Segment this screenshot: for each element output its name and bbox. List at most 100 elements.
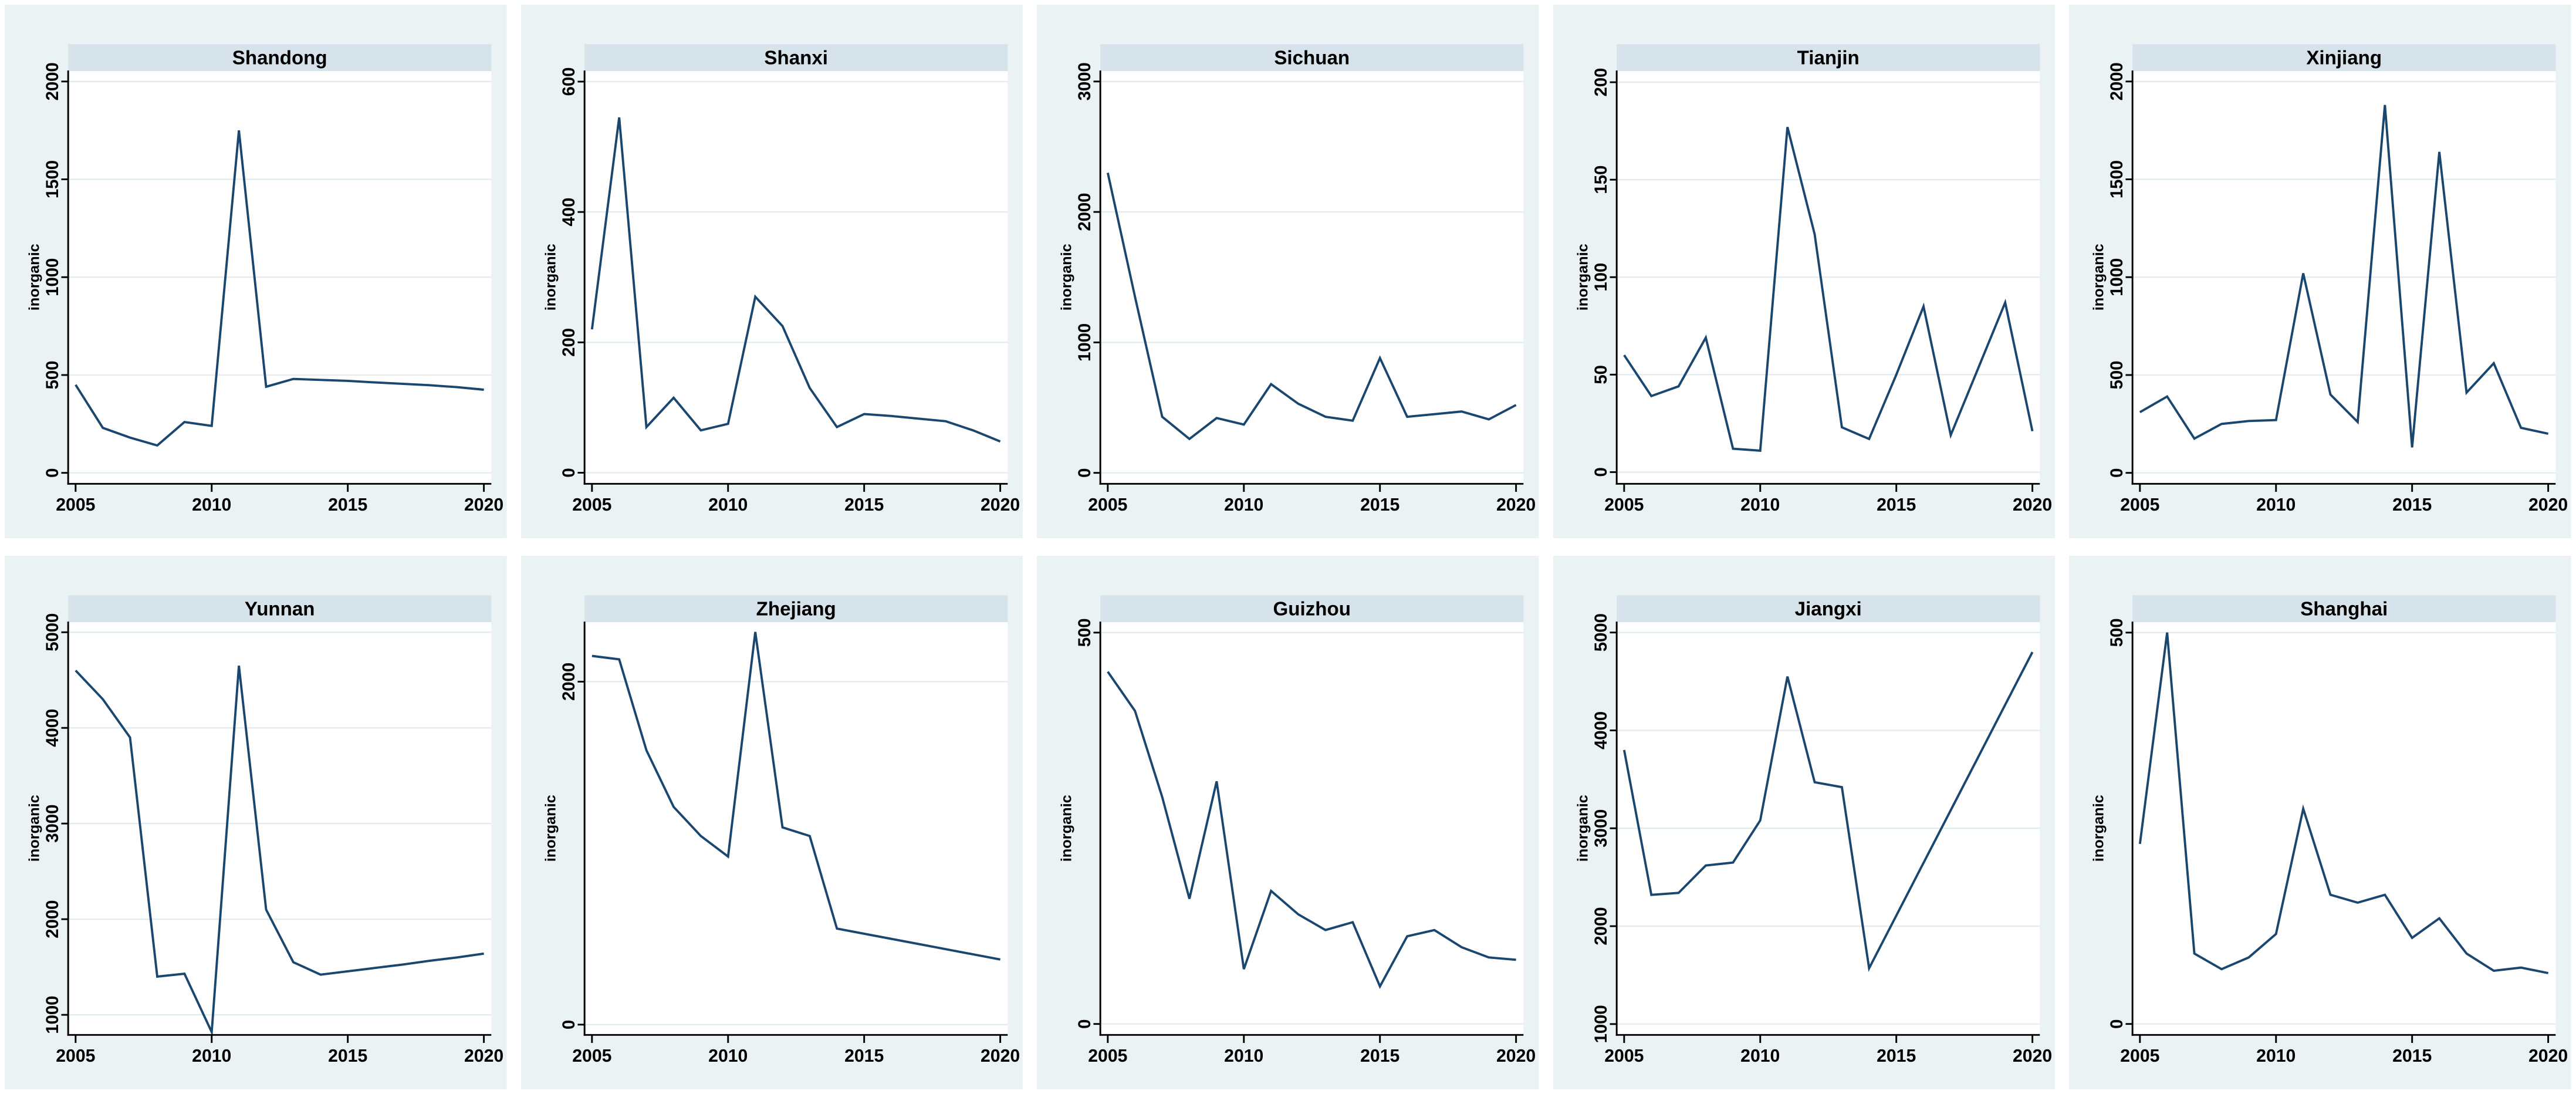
x-tick-label: 2010	[192, 1046, 231, 1066]
y-tick-label: 50	[1592, 365, 1611, 384]
y-tick-label: 0	[2108, 468, 2127, 478]
y-tick-label: 2000	[43, 62, 62, 100]
panel-shanxi: Shanxi 0 200 400 600 2005 2010 2015 2020 inorgani…	[520, 5, 1023, 538]
y-tick-label: 2000	[2108, 62, 2127, 100]
x-tick-label: 2020	[1496, 1046, 1536, 1066]
x-tick-label: 2005	[1088, 1046, 1127, 1066]
panel-title: Zhejiang	[756, 598, 836, 620]
chart-guizhou: Guizhou 0 500 2005 2010 2015 2020 inorganic	[1037, 556, 1539, 1089]
y-tick-label: 4000	[1592, 711, 1611, 749]
title-bar	[68, 44, 492, 72]
series-line	[591, 632, 1000, 961]
x-tick-label: 2010	[2257, 1046, 2296, 1066]
y-axis-label: inorganic	[542, 795, 559, 862]
panel-title: Jiangxi	[1794, 598, 1861, 620]
x-tick-label: 2010	[1740, 495, 1780, 515]
panel-xinjiang: Xinjiang 0 500 1000 1500 2000 2005 2010 2015 2020…	[2069, 5, 2571, 538]
chart-shanghai: Shanghai 0 500 2005 2010 2015 2020 inorganic	[2069, 556, 2571, 1089]
y-axis-label: inorganic	[2091, 244, 2107, 310]
chart-xinjiang: Xinjiang 0 500 1000 1500 2000 2005 2010 2015 2020…	[2069, 5, 2571, 538]
x-tick-label: 2010	[708, 495, 748, 515]
panel-tianjin: Tianjin 0 50 100 150 200 2005 2010 2015 2020 inorg…	[1553, 5, 2056, 538]
x-tick-label: 2005	[2121, 495, 2160, 515]
x-tick-label: 2010	[708, 1046, 748, 1066]
x-tick-label: 2015	[1360, 1046, 1399, 1066]
y-tick-label: 500	[1076, 618, 1094, 647]
series-line	[75, 666, 484, 1037]
y-tick-label: 600	[559, 67, 578, 96]
x-tick-label: 2010	[2257, 495, 2296, 515]
panel-yunnan: Yunnan 1000 2000 3000 4000 5000 2005 2010 2015 20…	[5, 556, 507, 1089]
x-tick-label: 2015	[844, 495, 884, 515]
y-tick-label: 0	[2108, 1019, 2127, 1029]
x-tick-label: 2020	[2013, 1046, 2052, 1066]
y-tick-label: 1000	[43, 258, 62, 296]
y-tick-label: 2000	[43, 900, 62, 938]
panel-title: Shanxi	[764, 47, 828, 69]
x-tick-label: 2020	[2528, 1046, 2568, 1066]
y-tick-label: 0	[43, 468, 62, 478]
y-axis-label: inorganic	[1574, 795, 1591, 862]
y-tick-label: 500	[43, 361, 62, 390]
y-axis-label: inorganic	[1059, 795, 1075, 862]
x-tick-label: 2010	[1740, 1046, 1780, 1066]
series-line	[1107, 173, 1517, 441]
series-line	[1622, 651, 2034, 972]
x-tick-label: 2005	[1088, 495, 1127, 515]
x-tick-label: 2015	[844, 1046, 884, 1066]
panel-title: Guizhou	[1273, 598, 1351, 620]
y-tick-label: 3000	[43, 805, 62, 843]
title-bar	[1100, 44, 1524, 72]
x-tick-label: 2010	[1224, 495, 1263, 515]
y-tick-label: 500	[2108, 361, 2127, 390]
series-line	[2139, 104, 2549, 448]
x-tick-label: 2020	[2013, 495, 2052, 515]
x-tick-label: 2015	[328, 495, 367, 515]
y-tick-label: 0	[559, 1020, 578, 1029]
chart-shandong: Shandong 0 500 1000 1500 2000 2005 2010 2015 2020…	[5, 5, 507, 538]
y-tick-label: 2000	[1076, 193, 1094, 231]
y-axis-label: inorganic	[1574, 244, 1591, 310]
title-bar	[584, 44, 1008, 72]
panel-title: Sichuan	[1275, 47, 1350, 69]
panel-title: Shandong	[232, 47, 327, 69]
y-tick-label: 0	[559, 468, 578, 477]
chart-tianjin: Tianjin 0 50 100 150 200 2005 2010 2015 2020 inorg…	[1553, 5, 2056, 538]
panel-shanghai: Shanghai 0 500 2005 2010 2015 2020 inorganic	[2069, 556, 2571, 1089]
panel-title: Tianjin	[1797, 47, 1859, 69]
y-tick-label: 500	[2108, 618, 2127, 647]
y-tick-label: 200	[559, 328, 578, 357]
series-line	[75, 130, 484, 447]
x-tick-label: 2010	[192, 495, 231, 515]
series-line	[1107, 671, 1516, 990]
x-tick-label: 2005	[2121, 1046, 2160, 1066]
x-tick-label: 2005	[572, 495, 611, 515]
y-tick-label: 1000	[43, 996, 62, 1034]
y-axis-label: inorganic	[1059, 244, 1075, 310]
panel-jiangxi: Jiangxi 1000 2000 3000 4000 5000 2005 2010 2015 2…	[1553, 556, 2056, 1089]
x-tick-label: 2020	[1496, 495, 1536, 515]
title-bar	[1100, 595, 1524, 623]
series-line	[590, 117, 1000, 443]
x-tick-label: 2015	[2392, 495, 2432, 515]
x-tick-label: 2005	[56, 1046, 95, 1066]
title-bar	[68, 595, 492, 623]
y-tick-label: 1500	[43, 160, 62, 198]
plot-area	[1100, 70, 1524, 484]
x-tick-label: 2020	[464, 495, 503, 515]
panel-title: Yunnan	[245, 598, 315, 620]
y-axis-label: inorganic	[542, 244, 559, 310]
title-bar	[1616, 44, 2040, 72]
title-bar	[584, 595, 1008, 623]
plot-area	[1100, 622, 1524, 1035]
plot-area	[584, 70, 1008, 484]
series-line	[2139, 632, 2549, 974]
series-line	[1623, 127, 2034, 452]
panel-sichuan: Sichuan 0 1000 2000 3000 2005 2010 2015 2020 inor…	[1037, 5, 1539, 538]
plot-area	[2132, 622, 2556, 1035]
x-tick-label: 2005	[56, 495, 95, 515]
chart-zhejiang: Zhejiang 0 2000 2005 2010 2015 2020 inorganic	[520, 556, 1023, 1089]
y-tick-label: 150	[1592, 166, 1611, 194]
x-tick-label: 2015	[328, 1046, 367, 1066]
